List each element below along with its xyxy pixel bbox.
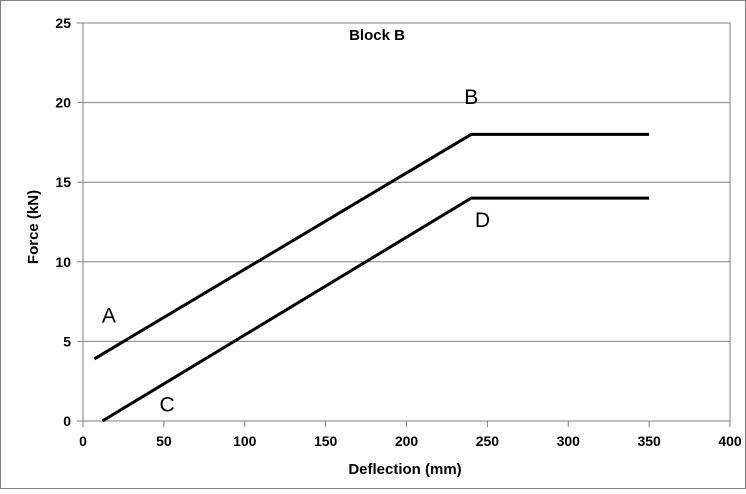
x-tick-label: 250 — [476, 433, 500, 449]
y-tick-label: 5 — [63, 333, 71, 349]
point-annotations: A B C D — [102, 86, 490, 416]
x-axis-title: Deflection (mm) — [348, 461, 461, 478]
point-label-a: A — [102, 304, 116, 327]
x-tick-label: 50 — [156, 433, 172, 449]
x-tick-label: 0 — [79, 433, 87, 449]
x-tick-label: 100 — [233, 433, 257, 449]
point-label-d: D — [475, 209, 490, 232]
gridlines — [83, 102, 730, 342]
x-tick-label: 400 — [718, 433, 742, 449]
y-tick-label: 15 — [55, 174, 71, 190]
y-tick-label: 20 — [55, 95, 71, 111]
series-line-1 — [93, 132, 650, 361]
x-tick-label: 300 — [557, 433, 581, 449]
series-lines — [93, 132, 650, 423]
x-tick-label: 200 — [395, 433, 419, 449]
x-tick-label: 350 — [637, 433, 661, 449]
series-line-2 — [101, 196, 650, 423]
y-tick-label: 10 — [55, 254, 71, 270]
chart-title: Block B — [349, 27, 405, 44]
y-tick-label: 25 — [55, 15, 71, 31]
point-label-b: B — [464, 86, 478, 109]
x-tick-label: 150 — [314, 433, 338, 449]
y-axis-title: Force (kN) — [25, 190, 42, 264]
point-label-c: C — [160, 393, 175, 416]
y-tick-label: 0 — [63, 413, 71, 429]
